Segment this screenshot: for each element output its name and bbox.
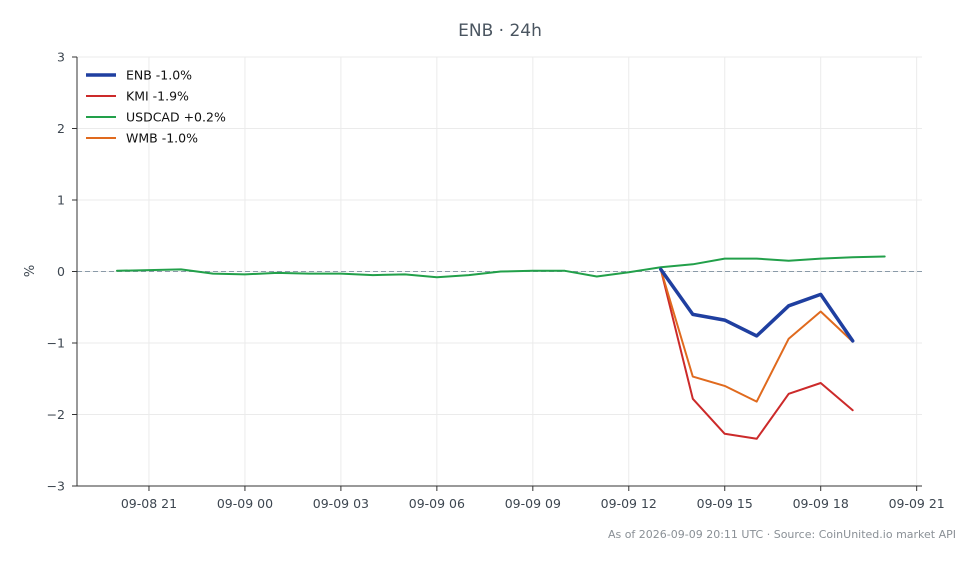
y-tick-label: 3: [57, 50, 65, 65]
x-tick-label: 09-09 00: [217, 496, 273, 511]
y-tick-label: 0: [57, 264, 65, 279]
y-axis-label: %: [23, 265, 38, 277]
series-line-enb: [659, 267, 855, 343]
legend-label-enb: ENB -1.0%: [126, 68, 192, 83]
legend-label-wmb: WMB -1.0%: [126, 131, 198, 146]
series-line-wmb: [659, 268, 854, 403]
axes: 09-08 21 09-09 00 09-09 03 09-09 06 09-09 09…: [47, 50, 945, 512]
x-tick-label: 09-09 18: [793, 496, 849, 511]
chart-title: ENB · 24h: [458, 21, 542, 41]
x-tick-label: 09-08 21: [121, 496, 177, 511]
legend: ENB -1.0% KMI -1.9% USDCAD +0.2% WMB -1.0%: [86, 68, 226, 146]
x-tick-label: 09-09 03: [313, 496, 369, 511]
x-tick-label: 09-09 15: [697, 496, 753, 511]
y-tick-label: 2: [57, 121, 65, 136]
x-tick-label: 09-09 12: [601, 496, 657, 511]
source-footer: As of 2026-09-09 20:11 UTC · Source: Coi…: [608, 528, 956, 541]
series-line-kmi: [659, 268, 854, 440]
y-tick-label: 1: [57, 193, 65, 208]
x-tick-label: 09-09 09: [505, 496, 561, 511]
y-tick-label: −3: [47, 479, 65, 494]
series-lines: [116, 255, 886, 440]
legend-label-usdcad: USDCAD +0.2%: [126, 110, 226, 125]
x-tick-label: 09-09 06: [409, 496, 465, 511]
y-tick-label: −2: [47, 407, 65, 422]
legend-label-kmi: KMI -1.9%: [126, 89, 189, 104]
y-tick-label: −1: [47, 336, 65, 351]
series-line-usdcad: [116, 255, 886, 279]
x-tick-label: 09-09 21: [889, 496, 945, 511]
